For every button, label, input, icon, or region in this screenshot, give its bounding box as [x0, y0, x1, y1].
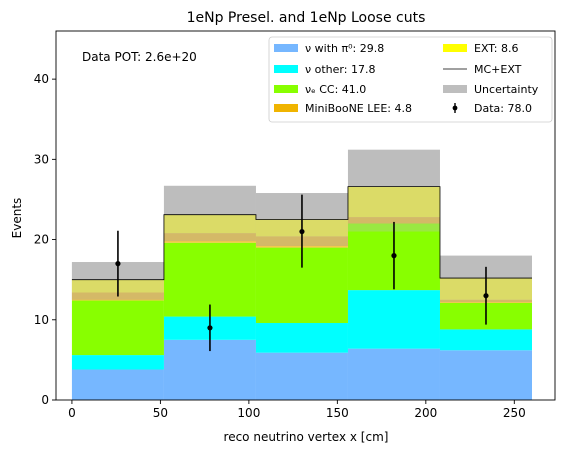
- y-tick-label: 20: [34, 233, 49, 247]
- axes-frame: [55, 30, 556, 401]
- legend-swatch-nu-pi0: [274, 44, 298, 52]
- bar-nu-other: [439, 329, 532, 351]
- data-point: [299, 228, 305, 235]
- x-tick-label: 100: [237, 406, 260, 420]
- uncertainty-overlay-bin: [347, 149, 440, 232]
- bar-nu-other: [71, 355, 164, 370]
- y-tick-label: 10: [34, 313, 49, 327]
- legend-label: ν other: 17.8: [305, 63, 375, 76]
- legend-label: MC+EXT: [474, 63, 522, 76]
- legend-box: [268, 36, 553, 123]
- legend-swatch-ext: [443, 44, 467, 52]
- uncertainty-overlay-bin: [163, 185, 256, 242]
- chart-title: 1eNp Presel. and 1eNp Loose cuts: [187, 10, 426, 26]
- data-point: [483, 293, 489, 299]
- data-point: [391, 253, 397, 259]
- bar-lee: [163, 233, 256, 243]
- bar-nue-cc: [163, 242, 256, 317]
- legend: ν with π⁰: 29.8 EXT: 8.6 ν other: 17.8 MC+E…: [268, 36, 553, 123]
- y-tick-label: 40: [34, 72, 49, 86]
- bar-lee: [347, 217, 440, 224]
- bar-nu-pi0: [71, 369, 164, 400]
- legend-label: MiniBooNE LEE: 4.8: [305, 102, 412, 115]
- bar-nu-pi0: [439, 350, 532, 400]
- legend-label: ν with π⁰: 29.8: [305, 42, 384, 55]
- data-point: [115, 261, 121, 267]
- x-tick-label: 200: [414, 406, 437, 420]
- x-tick-label: 50: [153, 406, 168, 420]
- legend-swatch-lee: [274, 104, 298, 112]
- bar-nue-cc: [71, 300, 164, 356]
- plot-area: 0 50 100 150 200 250 0 10 20 30 40 Data POT: 2.6e+2…: [34, 30, 556, 420]
- pot-annotation: Data POT: 2.6e+20: [82, 50, 197, 64]
- legend-label: EXT: 8.6: [474, 42, 519, 55]
- x-tick-label: 0: [68, 406, 76, 420]
- y-axis-label: Events: [10, 198, 24, 239]
- bar-ext: [347, 186, 440, 218]
- x-axis-label: reco neutrino vertex x [cm]: [224, 430, 389, 444]
- bar-ext: [163, 214, 256, 234]
- legend-swatch-uncertainty: [443, 85, 467, 93]
- bar-nu-other: [347, 290, 440, 349]
- bar-nu-pi0: [255, 352, 348, 400]
- bar-nu-pi0: [347, 348, 440, 400]
- legend-label: Uncertainty: [474, 83, 539, 96]
- legend-swatch-nue-cc: [274, 85, 298, 93]
- legend-label: νₑ CC: 41.0: [305, 83, 366, 96]
- legend-swatch-nu-other: [274, 65, 298, 73]
- data-point: [207, 325, 213, 331]
- x-tick-label: 250: [503, 406, 526, 420]
- y-tick-label: 0: [41, 393, 49, 407]
- legend-swatch-data-point: [452, 105, 458, 111]
- y-tick-label: 30: [34, 152, 49, 166]
- x-tick-label: 150: [326, 406, 349, 420]
- bar-nu-other: [255, 322, 348, 353]
- legend-label: Data: 78.0: [474, 102, 532, 115]
